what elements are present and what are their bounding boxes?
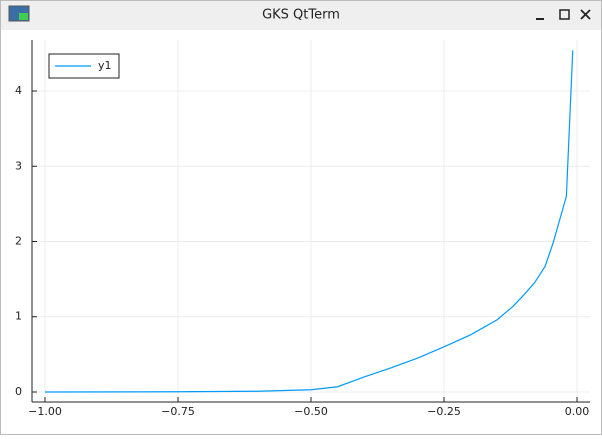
x-tick-label: −0.75 xyxy=(161,405,195,418)
x-tick-label: 0.00 xyxy=(565,405,590,418)
window-title: GKS QtTerm xyxy=(262,8,340,23)
plot: −1.00 −0.75 −0.50 −0.25 0.00 0 1 2 3 4 y1 xyxy=(15,40,590,418)
title-bar xyxy=(0,0,602,30)
x-tick-label: −1.00 xyxy=(28,405,62,418)
x-tick-label: −0.50 xyxy=(294,405,328,418)
maximize-button[interactable] xyxy=(559,9,570,20)
y-tick-label: 2 xyxy=(15,235,22,248)
x-tick-label: −0.25 xyxy=(427,405,461,418)
y-tick-label: 0 xyxy=(15,385,22,398)
y-tick-label: 1 xyxy=(15,310,22,323)
y-tick-label: 3 xyxy=(15,159,22,172)
y-tick-label: 4 xyxy=(15,84,22,97)
app-icon-badge xyxy=(19,13,28,20)
legend-label: y1 xyxy=(98,59,112,72)
close-button[interactable] xyxy=(580,9,591,20)
line xyxy=(44,50,574,393)
